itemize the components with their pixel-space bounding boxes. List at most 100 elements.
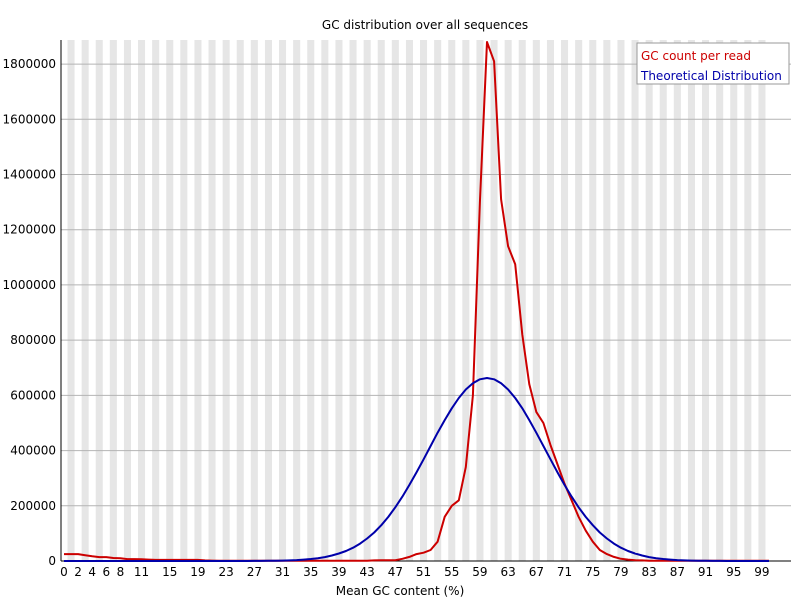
column-band [645, 40, 653, 561]
column-band [758, 40, 766, 561]
x-tick-label: 4 [88, 565, 96, 579]
y-tick-label: 1600000 [3, 112, 56, 126]
column-band [420, 40, 428, 561]
x-tick-label: 0 [60, 565, 68, 579]
x-tick-label: 8 [117, 565, 125, 579]
x-tick-label: 43 [360, 565, 375, 579]
y-tick-labels: 0 200000 400000 600000 800000 1000000 1200000 1… [3, 57, 56, 568]
y-tick-label: 1200000 [3, 223, 56, 237]
column-band [208, 40, 216, 561]
column-band [279, 40, 287, 561]
x-tick-label: 55 [444, 565, 459, 579]
column-band [631, 40, 639, 561]
series-line-theoretical [64, 377, 769, 562]
legend-item-gc-count: GC count per read [641, 49, 751, 63]
column-band [363, 40, 371, 561]
column-band [730, 40, 738, 561]
x-tick-labels: 0 2 4 6 8 11 15 19 23 27 31 35 39 43 47 51 55 59 63 67 71 75 7… [60, 565, 769, 579]
column-band [222, 40, 230, 561]
x-tick-label: 15 [162, 565, 177, 579]
column-band [293, 40, 301, 561]
x-tick-label: 63 [501, 565, 516, 579]
column-band [617, 40, 625, 561]
x-tick-label: 91 [698, 565, 713, 579]
y-tick-label: 200000 [10, 499, 56, 513]
x-tick-label: 51 [416, 565, 431, 579]
x-tick-label: 67 [529, 565, 544, 579]
x-tick-label: 71 [557, 565, 572, 579]
y-tick-label: 1000000 [3, 278, 56, 292]
column-band [476, 40, 484, 561]
column-band [687, 40, 695, 561]
column-band [448, 40, 456, 561]
legend: GC count per read Theoretical Distributi… [636, 42, 790, 85]
x-tick-label: 83 [642, 565, 657, 579]
column-band [561, 40, 569, 561]
column-band [716, 40, 724, 561]
chart-title: GC distribution over all sequences [322, 18, 528, 32]
x-tick-label: 95 [726, 565, 741, 579]
column-band [744, 40, 752, 561]
column-band [405, 40, 413, 561]
column-band [673, 40, 681, 561]
legend-item-theoretical: Theoretical Distribution [640, 69, 782, 83]
column-band [532, 40, 540, 561]
column-band [180, 40, 188, 561]
column-band [67, 40, 75, 561]
x-tick-label: 47 [388, 565, 403, 579]
series-lines [64, 41, 769, 562]
x-tick-label: 27 [247, 565, 262, 579]
column-band [490, 40, 498, 561]
column-band [194, 40, 202, 561]
column-band [434, 40, 442, 561]
column-band [81, 40, 89, 561]
column-band [603, 40, 611, 561]
x-tick-label: 75 [585, 565, 600, 579]
y-tick-label: 1400000 [3, 168, 56, 182]
column-band [546, 40, 554, 561]
column-band [518, 40, 526, 561]
column-band [138, 40, 146, 561]
column-band [166, 40, 174, 561]
y-tick-label: 600000 [10, 388, 56, 402]
x-tick-label: 99 [754, 565, 769, 579]
column-band [504, 40, 512, 561]
column-band [123, 40, 131, 561]
column-band [335, 40, 343, 561]
x-tick-label: 6 [102, 565, 110, 579]
x-tick-label: 87 [670, 565, 685, 579]
column-band [702, 40, 710, 561]
column-band [589, 40, 597, 561]
column-band [250, 40, 258, 561]
column-band [109, 40, 117, 561]
column-band [236, 40, 244, 561]
column-band [152, 40, 160, 561]
y-tick-label: 400000 [10, 444, 56, 458]
column-band [349, 40, 357, 561]
column-band [377, 40, 385, 561]
legend-box [636, 42, 790, 85]
x-tick-label: 79 [613, 565, 628, 579]
x-tick-label: 59 [472, 565, 487, 579]
column-band [659, 40, 667, 561]
column-band [462, 40, 470, 561]
horizontal-gridlines [61, 63, 791, 507]
x-tick-label: 11 [134, 565, 149, 579]
x-tick-label: 31 [275, 565, 290, 579]
y-tick-label: 800000 [10, 333, 56, 347]
y-tick-label: 1800000 [3, 57, 56, 71]
column-band [575, 40, 583, 561]
column-bands [67, 40, 766, 561]
column-band [307, 40, 315, 561]
x-tick-label: 35 [303, 565, 318, 579]
x-tick-label: 2 [74, 565, 82, 579]
x-tick-label: 39 [331, 565, 346, 579]
x-axis-title: Mean GC content (%) [336, 584, 465, 598]
x-tick-label: 19 [190, 565, 205, 579]
column-band [391, 40, 399, 561]
y-tick-label: 0 [48, 554, 56, 568]
column-band [264, 40, 272, 561]
column-band [95, 40, 103, 561]
x-tick-label: 23 [219, 565, 234, 579]
